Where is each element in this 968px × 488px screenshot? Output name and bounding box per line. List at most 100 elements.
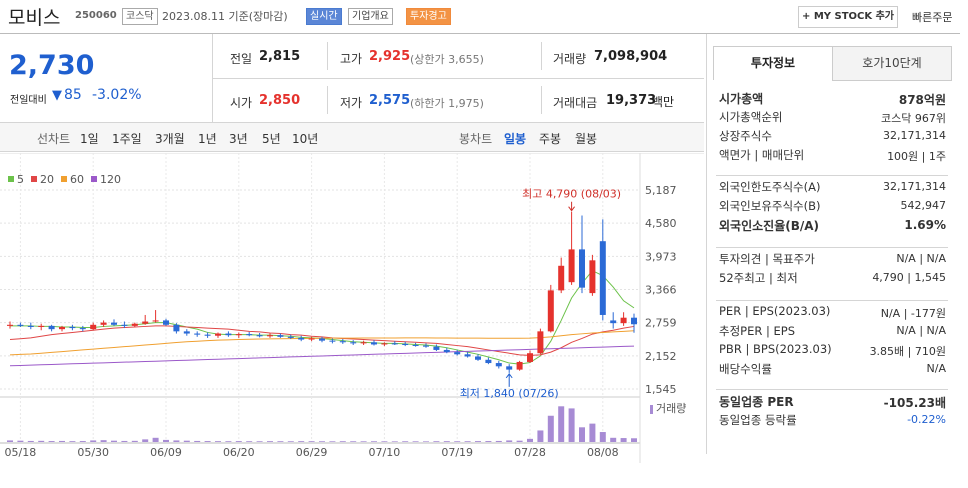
candle-body: [204, 334, 211, 336]
panel-tab[interactable]: 호가10단계: [832, 46, 952, 81]
volume-bar: [131, 440, 138, 442]
candle-body: [225, 333, 232, 336]
quote-value: 19,373: [606, 93, 657, 108]
volume-bar: [391, 441, 398, 442]
candle-body: [142, 321, 149, 324]
tab[interactable]: 1일: [80, 132, 99, 146]
candle-body: [620, 317, 627, 324]
y-tick-label: 2,152: [645, 350, 677, 363]
tab[interactable]: 1주일: [112, 132, 142, 146]
high-arrow: [568, 201, 575, 212]
tab[interactable]: 10년: [292, 132, 319, 146]
tab[interactable]: 3개월: [155, 132, 185, 146]
candle-body: [558, 265, 565, 291]
candle-body: [423, 345, 429, 347]
high-annotation: 최고 4,790 (08/03): [522, 188, 621, 201]
candle-body: [111, 322, 117, 325]
x-tick-label: 05/18: [5, 446, 37, 459]
volume-bar: [183, 440, 190, 442]
low-annotation: 최저 1,840 (07/26): [460, 387, 559, 400]
volume-bar: [69, 441, 76, 442]
info-label: 외국인보유주식수(B): [719, 199, 821, 213]
quote-value: 2,925: [369, 49, 411, 64]
quick-order[interactable]: 빠른주문: [912, 11, 953, 24]
tab-label: 선차트: [37, 132, 71, 146]
volume-bar: [506, 440, 513, 442]
candle-body: [475, 356, 481, 360]
info-value: 4,790 | 1,545: [872, 271, 946, 284]
info-label: 52주최고 | 최저: [719, 271, 798, 285]
tab[interactable]: 주봉: [539, 132, 562, 146]
volume-bar: [48, 441, 55, 442]
candle-body: [537, 331, 544, 354]
info-label: 추정PER | EPS: [719, 324, 796, 338]
candle-body: [287, 336, 294, 338]
info-label[interactable]: 동일업종 등락률: [719, 413, 797, 427]
panel-tab[interactable]: 투자정보: [713, 46, 833, 80]
tab[interactable]: 5년: [262, 132, 281, 146]
quote-label: 전일: [230, 52, 253, 66]
volume-bar: [163, 439, 169, 442]
volume-bar: [7, 440, 13, 442]
tab-label: 봉차트: [459, 132, 493, 146]
volume-bar: [537, 430, 544, 442]
legend-swatch: [91, 176, 97, 182]
stock-name: 모비스: [8, 7, 61, 29]
volume-bar: [277, 441, 284, 442]
volume-bar: [360, 441, 367, 442]
badge[interactable]: 실시간: [306, 8, 342, 25]
volume-bar: [516, 440, 523, 442]
market-badge: 코스닥: [122, 8, 158, 25]
candle-body: [433, 346, 440, 350]
y-tick-label: 2,759: [645, 317, 677, 330]
candle-body: [298, 337, 305, 340]
volume-bar: [27, 440, 34, 442]
candle-body: [59, 326, 65, 330]
volume-bar: [38, 440, 45, 442]
x-tick-label: 06/29: [296, 446, 328, 459]
volume-bar: [267, 441, 273, 442]
info-label: PER | EPS(2023.03): [719, 304, 831, 318]
x-tick-label: 08/08: [587, 446, 619, 459]
candle-body: [100, 322, 107, 325]
divider: [716, 175, 948, 176]
volume-bar: [194, 440, 201, 442]
volume-bar: [589, 423, 596, 442]
volume-bar: [173, 440, 180, 442]
y-tick-label: 5,187: [645, 184, 677, 197]
tab[interactable]: 월봉: [575, 132, 598, 146]
tab[interactable]: 3년: [229, 132, 248, 146]
quote-value: 2,850: [259, 93, 301, 108]
price-box: [0, 34, 213, 123]
tab[interactable]: 일봉: [504, 132, 527, 146]
volume-bar: [610, 437, 617, 442]
candle-body: [360, 342, 367, 344]
volume-bar: [256, 441, 263, 442]
candle-body: [506, 366, 513, 370]
divider: [213, 78, 704, 79]
info-label: PBR | BPS(2023.03): [719, 342, 832, 356]
date: 2023.08.11 기준(장마감): [162, 10, 288, 23]
divider: [541, 42, 542, 70]
info-label: 상장주식수: [719, 129, 772, 143]
badge[interactable]: 기업개요: [348, 8, 393, 25]
volume-bar: [235, 441, 242, 442]
quote-label: 거래량: [553, 52, 587, 66]
tab[interactable]: 1년: [198, 132, 217, 146]
quote-label: 거래대금: [553, 96, 598, 110]
candle-body: [17, 324, 24, 326]
volume-bar: [79, 441, 86, 442]
candle-body: [516, 361, 523, 370]
info-panel: [706, 34, 961, 454]
divider: [716, 300, 948, 301]
x-tick-label: 07/10: [369, 446, 401, 459]
volume-bar: [568, 408, 575, 442]
x-tick-label: 06/09: [150, 446, 182, 459]
candle-body: [246, 334, 253, 336]
legend-swatch: [61, 176, 67, 182]
my-stock-button[interactable]: + MY STOCK 추가: [798, 6, 898, 28]
quote-value: 7,098,904: [594, 49, 668, 64]
change: 85: [64, 87, 82, 103]
info-label[interactable]: 동일업종 PER: [719, 395, 794, 409]
